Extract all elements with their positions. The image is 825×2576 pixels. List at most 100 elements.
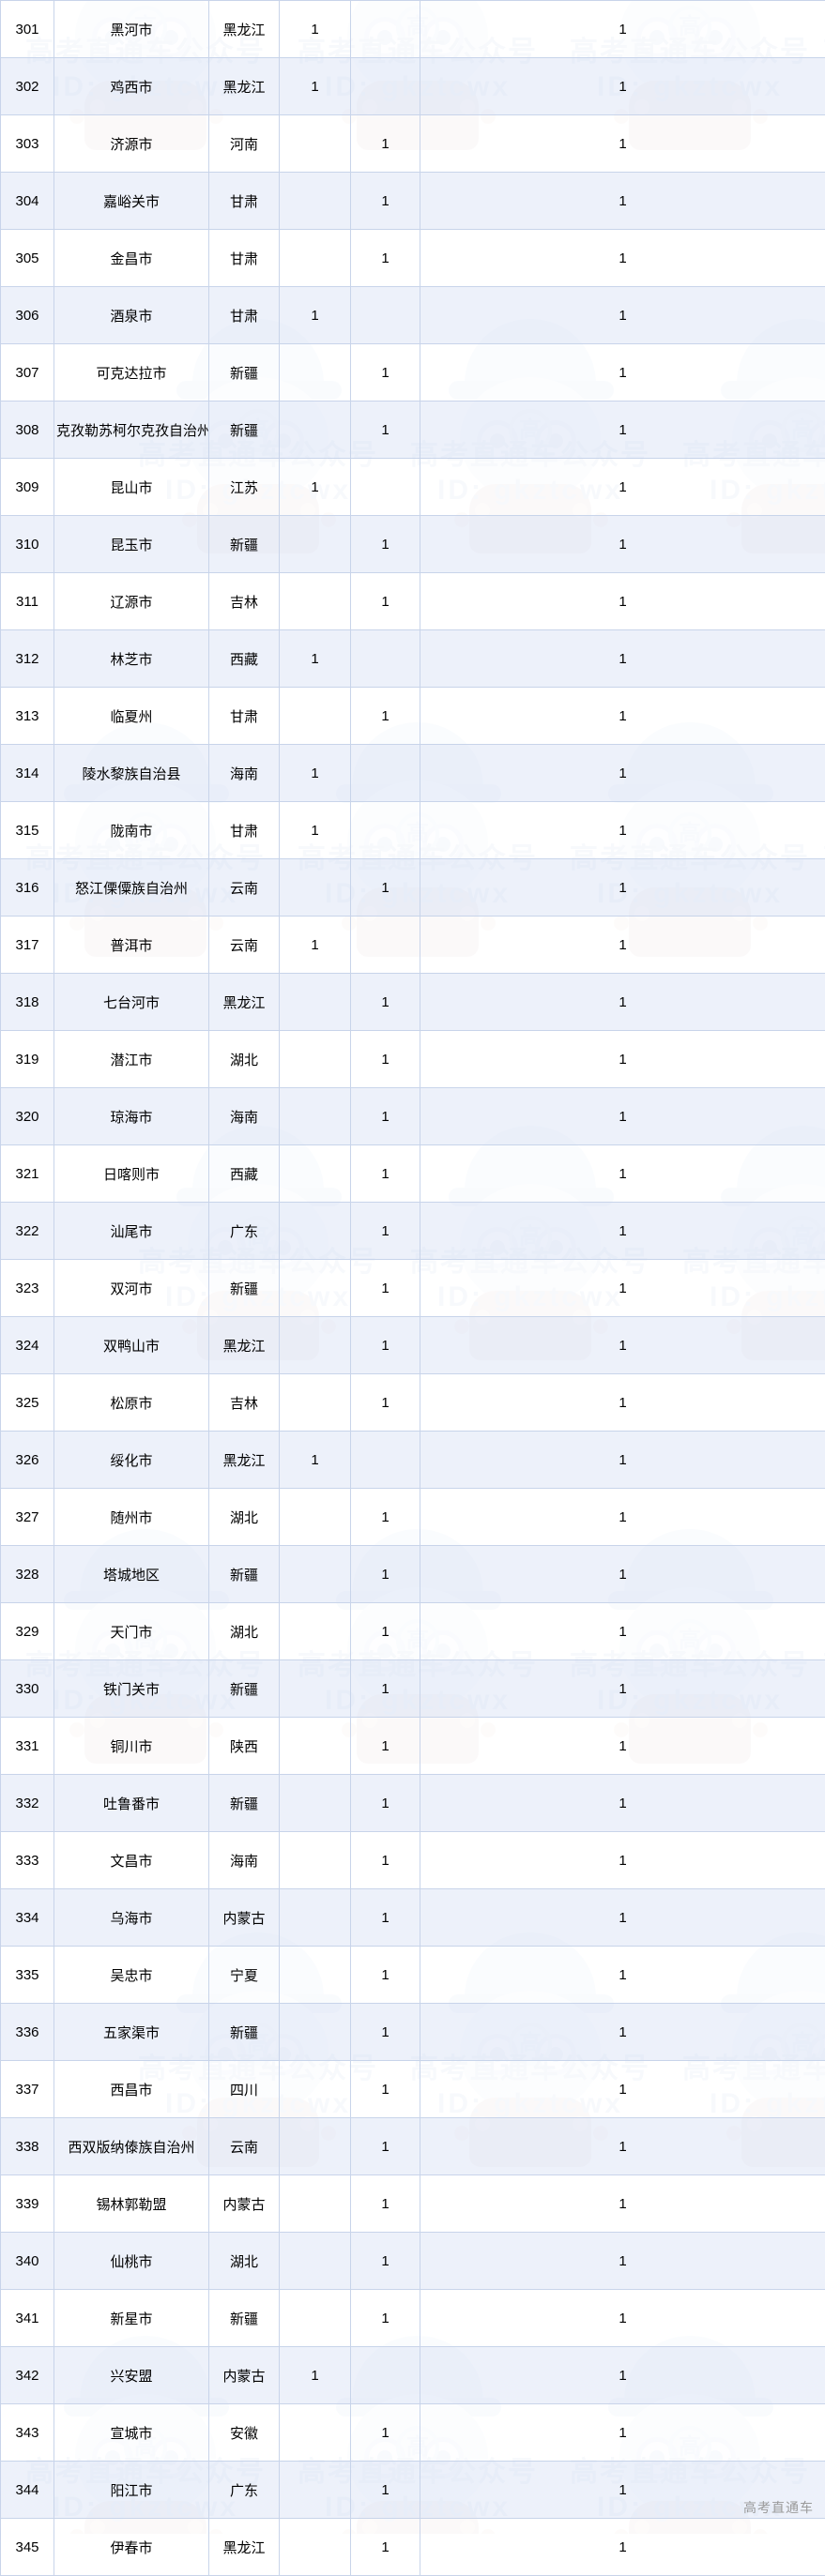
cell-id: 331 — [1, 1718, 54, 1775]
cell-value-2: 1 — [351, 2118, 420, 2175]
cell-value-1 — [280, 1775, 351, 1832]
cell-value-2: 1 — [351, 1832, 420, 1889]
cell-value-3: 1 — [420, 2233, 825, 2290]
cell-city: 五家渠市 — [54, 2004, 209, 2061]
cell-value-3: 1 — [420, 115, 825, 173]
cell-province: 新疆 — [209, 2004, 280, 2061]
cell-province: 黑龙江 — [209, 2519, 280, 2576]
cell-id: 315 — [1, 802, 54, 859]
cell-value-1 — [280, 1260, 351, 1317]
cell-value-2 — [351, 1, 420, 58]
cell-value-1 — [280, 1889, 351, 1947]
cell-value-3: 1 — [420, 1832, 825, 1889]
cell-value-2: 1 — [351, 230, 420, 287]
cell-value-3: 1 — [420, 1, 825, 58]
cell-value-1 — [280, 1947, 351, 2004]
cell-value-3: 1 — [420, 688, 825, 745]
cell-value-3: 1 — [420, 1947, 825, 2004]
cell-value-3: 1 — [420, 516, 825, 573]
cell-city: 克孜勒苏柯尔克孜自治州 — [54, 402, 209, 459]
cell-id: 314 — [1, 745, 54, 802]
cell-value-1 — [280, 173, 351, 230]
cell-value-1 — [280, 2175, 351, 2233]
cell-value-3: 1 — [420, 2519, 825, 2576]
cell-value-1 — [280, 402, 351, 459]
cell-city: 鸡西市 — [54, 58, 209, 115]
cell-value-2: 1 — [351, 2404, 420, 2462]
cell-province: 黑龙江 — [209, 1432, 280, 1489]
cell-value-2: 1 — [351, 115, 420, 173]
cell-city: 酒泉市 — [54, 287, 209, 344]
cell-value-3: 1 — [420, 2061, 825, 2118]
cell-province: 湖北 — [209, 1603, 280, 1660]
cell-value-1 — [280, 516, 351, 573]
cell-city: 绥化市 — [54, 1432, 209, 1489]
cell-city: 仙桃市 — [54, 2233, 209, 2290]
cell-id: 306 — [1, 287, 54, 344]
cell-value-1 — [280, 2233, 351, 2290]
cell-value-3: 1 — [420, 1088, 825, 1145]
cell-province: 甘肃 — [209, 287, 280, 344]
cell-value-2: 1 — [351, 2061, 420, 2118]
cell-province: 湖北 — [209, 2233, 280, 2290]
cell-value-3: 1 — [420, 173, 825, 230]
cell-id: 344 — [1, 2462, 54, 2519]
cell-value-2 — [351, 58, 420, 115]
cell-id: 321 — [1, 1145, 54, 1203]
cell-city: 西双版纳傣族自治州 — [54, 2118, 209, 2175]
cell-id: 328 — [1, 1546, 54, 1603]
cell-city: 济源市 — [54, 115, 209, 173]
cell-province: 云南 — [209, 859, 280, 917]
cell-value-2: 1 — [351, 516, 420, 573]
cell-province: 新疆 — [209, 402, 280, 459]
cell-province: 新疆 — [209, 344, 280, 402]
cell-id: 336 — [1, 2004, 54, 2061]
cell-value-1 — [280, 1718, 351, 1775]
cell-id: 308 — [1, 402, 54, 459]
cell-city: 乌海市 — [54, 1889, 209, 1947]
cell-id: 309 — [1, 459, 54, 516]
cell-value-3: 1 — [420, 1775, 825, 1832]
cell-city: 文昌市 — [54, 1832, 209, 1889]
cell-city: 汕尾市 — [54, 1203, 209, 1260]
cell-id: 338 — [1, 2118, 54, 2175]
cell-id: 345 — [1, 2519, 54, 2576]
cell-province: 内蒙古 — [209, 1889, 280, 1947]
cell-value-1 — [280, 1031, 351, 1088]
cell-province: 海南 — [209, 1832, 280, 1889]
cell-value-1 — [280, 2004, 351, 2061]
cell-city: 嘉峪关市 — [54, 173, 209, 230]
cell-province: 广东 — [209, 1203, 280, 1260]
cell-value-1: 1 — [280, 2347, 351, 2404]
cell-id: 313 — [1, 688, 54, 745]
cell-id: 316 — [1, 859, 54, 917]
corner-brand-text: 高考直通车 — [743, 2498, 814, 2517]
cell-value-3: 1 — [420, 1432, 825, 1489]
cell-value-3: 1 — [420, 459, 825, 516]
cell-city: 潜江市 — [54, 1031, 209, 1088]
cell-id: 302 — [1, 58, 54, 115]
cell-value-2: 1 — [351, 1603, 420, 1660]
cell-province: 新疆 — [209, 2290, 280, 2347]
cell-province: 湖北 — [209, 1489, 280, 1546]
cell-city: 塔城地区 — [54, 1546, 209, 1603]
cell-value-2: 1 — [351, 2290, 420, 2347]
cell-value-2 — [351, 802, 420, 859]
cell-value-2 — [351, 2347, 420, 2404]
cell-value-3: 1 — [420, 573, 825, 630]
cell-value-3: 1 — [420, 2404, 825, 2462]
cell-province: 新疆 — [209, 1546, 280, 1603]
cell-id: 330 — [1, 1660, 54, 1718]
cell-value-3: 1 — [420, 2347, 825, 2404]
